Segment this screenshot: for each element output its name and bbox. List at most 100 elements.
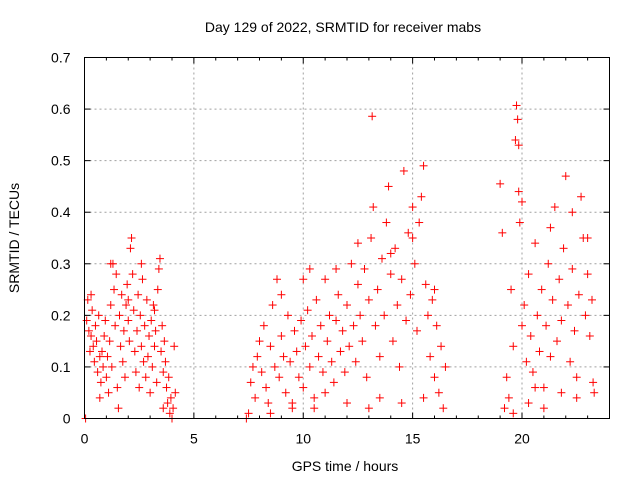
data-point [509,342,518,351]
data-point [323,337,332,346]
data-point [157,347,166,356]
data-point [160,337,169,346]
data-point [150,306,159,315]
data-point [314,352,323,361]
data-point [118,357,127,366]
x-tick-label: 0 [81,431,89,447]
x-tick-label: 15 [405,431,421,447]
data-point [150,342,159,351]
data-point [557,316,566,325]
data-point [512,101,521,110]
data-point [299,275,308,284]
data-point [364,404,373,413]
data-point [126,244,135,253]
data-point [544,259,553,268]
data-point [546,223,555,232]
data-point [120,373,129,382]
data-point [378,254,386,263]
data-point [585,331,594,340]
data-point [419,161,428,170]
data-point [299,383,308,392]
data-point [308,331,316,340]
data-point [310,404,319,413]
y-tick-label: 0.1 [51,359,71,375]
plot-frame [84,57,610,419]
data-point [312,295,321,304]
data-point [522,357,531,366]
data-point [104,388,113,397]
data-point [130,347,139,356]
data-point [515,218,524,227]
data-points [81,101,599,423]
data-point [155,254,164,263]
data-point [273,275,281,284]
data-point [154,264,163,273]
data-point [417,192,426,201]
data-point [98,347,106,356]
data-point [87,331,96,340]
data-point [169,404,178,413]
y-tick-label: 0.7 [51,50,71,66]
data-point [281,388,290,397]
data-point [393,301,402,310]
data-point [408,234,417,242]
data-point [353,239,362,248]
data-point [384,182,393,191]
data-point [146,388,155,397]
data-point [430,285,439,294]
data-point [432,321,441,330]
data-point [373,285,382,294]
data-point [90,357,99,366]
y-tick-label: 0.4 [51,204,71,220]
data-point [371,321,380,330]
data-point [351,357,360,366]
data-point [559,244,568,253]
data-point [397,275,406,284]
data-point [110,285,119,294]
data-point [426,352,435,361]
data-point [83,295,92,304]
data-point [367,234,376,242]
data-point [362,373,371,382]
data-point [159,368,168,377]
data-point [140,321,149,330]
data-point [568,208,577,217]
data-point [131,368,140,377]
x-tick-label: 10 [295,431,311,447]
data-point [321,388,330,397]
data-point [533,311,542,320]
data-point [386,270,395,279]
data-point [88,306,97,315]
y-axis-label: SRMTID / TECUs [6,183,22,293]
data-point [590,388,599,397]
data-point [124,316,133,325]
data-point [277,290,286,299]
data-point [428,295,437,304]
data-point [96,378,105,387]
data-point [321,275,330,284]
data-point [124,295,133,304]
data-point [430,373,439,382]
data-point [301,342,310,351]
y-tick-label: 0.6 [51,101,71,117]
data-point [568,264,577,273]
data-point [574,290,583,299]
data-point [514,187,523,196]
data-point [270,362,279,371]
data-point [395,362,404,371]
data-point [583,234,592,242]
data-point [248,362,257,371]
data-point [153,285,162,294]
data-point [113,383,122,392]
data-point [368,112,377,121]
data-point [262,383,271,392]
data-point [566,357,575,366]
data-point [101,316,110,325]
data-point [107,362,116,371]
data-point [358,337,367,346]
x-tick-label: 5 [190,431,198,447]
data-point [92,337,101,346]
data-point [514,141,523,150]
data-point [105,337,114,346]
